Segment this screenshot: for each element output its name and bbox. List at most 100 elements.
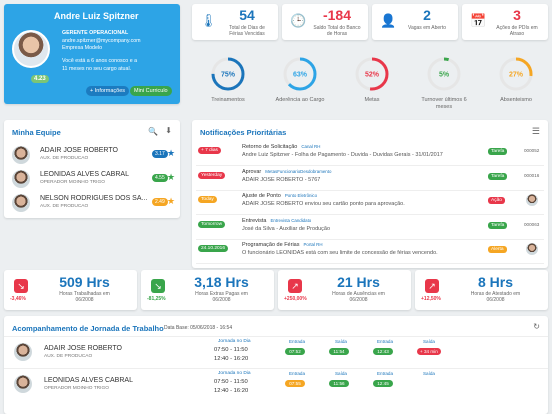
team-member[interactable]: NELSON RODRIGUES DOS SA... AUX. DE PRODU…: [12, 192, 176, 214]
gauge-label: Treinamentos: [192, 97, 264, 104]
stat-pdis[interactable]: 📅 3 Ações de PDIs em Atraso: [462, 4, 548, 40]
clock-icon: 🕒: [290, 13, 307, 28]
more-info-button[interactable]: + Informações: [86, 86, 130, 96]
hours-value: 21 Hrs: [337, 274, 380, 290]
notification-chip[interactable]: Entrevista Candidato: [270, 217, 312, 223]
member-role: OPERADOR MOINHO TRIGO: [40, 180, 105, 185]
column-header: Saída: [422, 371, 435, 376]
stat-label-1: Total de Dias de: [229, 25, 265, 31]
star-icon: ★: [167, 172, 176, 182]
stat-value: 3: [513, 7, 521, 23]
hours-card[interactable]: ↗ +250,00% 21 Hrs Horas de Ausências em 06/2…: [278, 270, 411, 310]
hours-card[interactable]: ↘ -81,25% 3,18 Hrs Horas Extras Pagas em 06/…: [141, 270, 274, 310]
notification-chip[interactable]: Portal RH: [303, 242, 323, 247]
notifications-panel: Notificações Prioritárias ☰ + 7 dias Reto…: [192, 120, 548, 268]
notification-item[interactable]: Today Ajuste de Ponto Ponto Eletrônico ADAI…: [196, 191, 544, 215]
gauge-5[interactable]: 27% Absenteismo: [480, 55, 548, 104]
tenure-line-2: 11 meses no seu cargo atual.: [62, 66, 132, 72]
notification-chip[interactable]: MetasFuncionarioDesdobramento: [265, 168, 332, 174]
stat-label-2: de Horas: [326, 31, 348, 37]
notification-item[interactable]: Yesterday Aprovar MetasFuncionarioDesdobra…: [196, 167, 544, 191]
score-badge: 4.55: [152, 174, 168, 182]
gauge-2[interactable]: 63% Aderência ao Cargo: [264, 55, 336, 104]
refresh-icon[interactable]: ↻: [533, 322, 540, 331]
column-header: Entrada: [376, 371, 394, 376]
journey-row[interactable]: LEONIDAS ALVES CABRAL OPERADOR MOINHO TRI…: [4, 368, 548, 398]
stat-banco-horas[interactable]: 🕒 -184 Saldo Total do Banco de Horas: [282, 4, 368, 40]
avatar[interactable]: [12, 30, 50, 68]
notification-title-line: Aprovar MetasFuncionarioDesdobramento: [242, 169, 331, 175]
journey-title: Acompanhamento de Jornada de Trabalho: [12, 324, 164, 333]
gauge-1[interactable]: 75% Treinamentos: [192, 55, 264, 104]
notification-chip[interactable]: Canal RH: [301, 144, 321, 149]
menu-icon[interactable]: ☰: [531, 126, 540, 136]
notification-text: ADAIR JOSE ROBERTO enviou seu cartão pon…: [242, 201, 405, 207]
jornada-morning: 07:50 - 11:50: [214, 347, 248, 353]
stat-value: 54: [239, 7, 255, 23]
mini-cv-button[interactable]: Mini Curriculo: [130, 86, 172, 96]
hours-card[interactable]: ↗ +12,50% 8 Hrs Horas de Atestado em 06/2008: [415, 270, 548, 310]
notification-title-line: Retorno de Solicitação Canal RH: [242, 144, 320, 150]
profile-name: Andre Luiz Spitzner: [54, 11, 139, 21]
time-mark: 07:52: [285, 348, 305, 355]
stat-vagas[interactable]: 👤 2 Vagas em Aberto: [372, 4, 458, 40]
column-header: Entrada: [376, 339, 394, 344]
hours-label-2: 06/2008: [486, 297, 505, 303]
gauge-ring: 75%: [211, 57, 245, 91]
journey-date: Data Base: 05/06/2018 - 16:54: [164, 325, 233, 331]
arrow-down-icon: ↘: [151, 279, 165, 293]
profile-company: Empresa Modelo: [62, 45, 103, 51]
notification-item[interactable]: Tomorrow Entrevista Entrevista Candidato Jo…: [196, 216, 544, 240]
team-member[interactable]: LEONIDAS ALVES CABRAL OPERADOR MOINHO TR…: [12, 168, 176, 190]
notification-item[interactable]: 24.10.2016 Programação de Férias Portal RH…: [196, 240, 544, 264]
gauge-label-1: Turnover últimos 6: [421, 97, 467, 103]
jornada-afternoon: 12:40 - 16:20: [214, 356, 249, 362]
notification-text: José da Silva - Auxiliar de Produção: [242, 225, 331, 232]
hours-value: 3,18 Hrs: [194, 274, 249, 290]
date-tag: Yesterday: [198, 171, 226, 179]
time-mark: 12:45: [373, 380, 393, 387]
time-mark: + 34 min: [417, 348, 441, 355]
download-icon[interactable]: ⬇: [165, 126, 172, 135]
team-member[interactable]: ADAIR JOSE ROBERTO AUX. DE PRODUCAO 3.17…: [12, 144, 176, 166]
stat-value: -184: [322, 7, 352, 23]
status-badge: Tarefa: [488, 148, 508, 155]
arrow-up-icon: ↗: [288, 279, 302, 293]
date-tag: 24.10.2016: [198, 245, 229, 252]
gauge-value: 63%: [293, 72, 308, 79]
team-panel: Minha Equipe 🔍 ⬇ ADAIR JOSE ROBERTO AUX.…: [4, 120, 180, 218]
column-header: Saída: [334, 339, 347, 344]
journey-row[interactable]: ADAIR JOSE ROBERTO AUX. DE PRODUCAO Jornad…: [4, 336, 548, 366]
hours-change: +250,00%: [284, 296, 307, 302]
team-title: Minha Equipe: [12, 128, 61, 137]
member-role: AUX. DE PRODUCAO: [40, 204, 89, 209]
search-icon[interactable]: 🔍: [148, 127, 158, 136]
date-tag: Tomorrow: [198, 220, 226, 228]
add-user-icon: 👤: [380, 13, 397, 28]
gauge-label-1: Metas: [364, 97, 380, 103]
notification-chip[interactable]: Ponto Eletrônico: [284, 193, 318, 198]
avatar: [526, 194, 538, 206]
status-badge: Tarefa: [488, 221, 508, 229]
jornada-morning: 07:50 - 11:50: [214, 379, 248, 385]
profile-role: GERENTE OPERACIONAL: [62, 30, 129, 36]
gauge-4[interactable]: 5% Turnover últimos 6 meses: [408, 55, 480, 108]
profile-tenure: Você está a 6 anos conosco e a 11 meses n…: [62, 57, 137, 73]
hours-label-2: 06/2008: [349, 297, 368, 303]
stat-ferias[interactable]: 🌡 54 Total de Dias de Férias Vencidas: [192, 4, 278, 40]
gauge-label-2: meses: [435, 104, 453, 108]
stat-label-1: Saldo Total do Banco: [313, 25, 361, 31]
hours-value: 8 Hrs: [477, 274, 514, 290]
hours-value: 509 Hrs: [59, 274, 110, 290]
jornada-header: Jornada no Dia: [218, 339, 251, 344]
avatar: [14, 375, 32, 393]
date-tag: + 7 dias: [198, 147, 221, 154]
gauge-3[interactable]: 52% Metas: [336, 55, 408, 104]
hours-label: Horas Extras Pagas em 06/2008: [171, 291, 272, 303]
hours-card[interactable]: ↘ -3,46% 509 Hrs Horas Trabalhadas em 06/200…: [4, 270, 137, 310]
notification-title: Programação de Férias: [242, 242, 300, 248]
date-tag: Today: [198, 196, 217, 203]
notification-text: ADAIR JOSE ROBERTO - 5767: [242, 176, 321, 183]
gauge-value: 27%: [509, 72, 524, 79]
notification-item[interactable]: + 7 dias Retorno de Solicitação Canal RH An…: [196, 142, 544, 166]
